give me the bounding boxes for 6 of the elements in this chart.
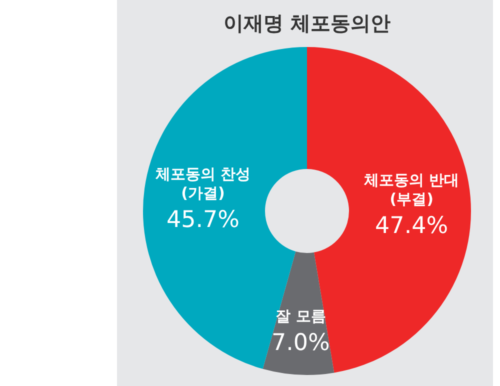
data-label: 47.4% [375, 212, 448, 239]
data-label: 45.7% [166, 207, 240, 234]
slice-label: 체포동의 찬성 (가결) [154, 165, 251, 202]
chart-title: 이재명 체포동의안 [224, 11, 390, 35]
slice-label: 체포동의 반대 (부결) [362, 170, 460, 208]
data-label: 7.0% [271, 330, 330, 356]
